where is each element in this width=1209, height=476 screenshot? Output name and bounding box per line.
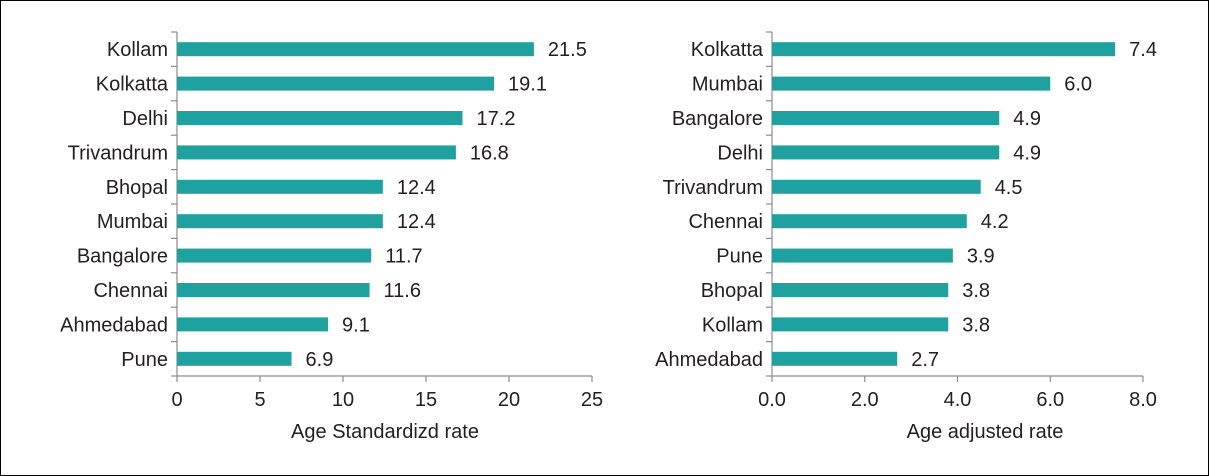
x-tick-label: 6.0 <box>1036 389 1064 411</box>
data-label: 4.9 <box>1013 142 1041 164</box>
data-label: 7.4 <box>1129 39 1157 61</box>
bar <box>772 317 949 332</box>
x-tick-label: 4.0 <box>944 389 972 411</box>
data-label: 3.8 <box>962 280 990 302</box>
bar-chart-2: 0.0 2.0 4.0 6.0 8.0 Kolkatta 7.4 Mumbai 6.0 Banga… <box>655 31 1157 443</box>
bar <box>772 145 1000 160</box>
data-label: 16.8 <box>470 142 509 164</box>
bar <box>772 351 898 366</box>
data-label: 9.1 <box>342 314 370 336</box>
category-label: Kolkatta <box>691 39 764 61</box>
bar <box>177 214 383 229</box>
category-label: Pune <box>716 246 763 268</box>
data-label: 12.4 <box>397 177 436 199</box>
data-label: 12.4 <box>397 211 436 233</box>
bar <box>772 42 1116 57</box>
bar <box>177 42 534 57</box>
category-label: Chennai <box>688 211 763 233</box>
category-label: Trivandrum <box>68 142 168 164</box>
category-label: Ahmedabad <box>60 314 168 336</box>
bar-chart-1: 0 5 10 15 20 25 Kollam 21.5 Kolkatta 19.1 Delhi 17.… <box>60 31 603 443</box>
data-label: 6.0 <box>1064 74 1092 96</box>
category-label: Bhopal <box>106 177 168 199</box>
data-label: 17.2 <box>477 108 516 130</box>
x-tick-label: 25 <box>581 389 603 411</box>
category-label: Bangalore <box>672 108 763 130</box>
x-axis-title: Age adjusted rate <box>907 421 1064 443</box>
bar <box>177 145 456 160</box>
bar <box>177 76 495 91</box>
bar <box>772 283 949 297</box>
data-label: 19.1 <box>508 74 547 96</box>
bar <box>177 317 329 332</box>
data-label: 11.6 <box>384 280 421 302</box>
category-label: Kollam <box>107 39 168 61</box>
x-tick-label: 20 <box>498 389 520 411</box>
x-tick-label: 0 <box>171 389 182 411</box>
category-label: Bangalore <box>77 246 168 268</box>
bar <box>177 248 372 263</box>
bar <box>772 248 953 263</box>
bar <box>772 76 1051 91</box>
category-label: Delhi <box>717 142 763 164</box>
category-label: Mumbai <box>692 74 763 96</box>
bar <box>772 179 981 194</box>
bar <box>177 351 292 366</box>
category-label: Ahmedabad <box>655 349 763 371</box>
x-axis-title: Age Standardizd rate <box>291 421 479 443</box>
data-label: 4.5 <box>995 177 1023 199</box>
x-tick-label: 0.0 <box>758 389 786 411</box>
category-label: Kollam <box>702 314 763 336</box>
data-label: 4.2 <box>981 211 1009 233</box>
bar <box>177 283 370 297</box>
x-tick-label: 5 <box>254 389 265 411</box>
data-label: 3.8 <box>962 314 990 336</box>
bar <box>177 111 463 125</box>
data-label: 6.9 <box>306 349 334 371</box>
category-label: Mumbai <box>97 211 168 233</box>
x-tick-label: 8.0 <box>1129 389 1157 411</box>
bar <box>772 111 1000 125</box>
category-label: Chennai <box>93 280 168 302</box>
bar <box>177 179 383 194</box>
category-label: Delhi <box>122 108 168 130</box>
bar <box>772 214 967 229</box>
x-tick-label: 10 <box>332 389 354 411</box>
x-tick-label: 15 <box>415 389 437 411</box>
data-label: 11.7 <box>385 246 422 268</box>
data-label: 3.9 <box>967 246 995 268</box>
data-label: 4.9 <box>1013 108 1041 130</box>
data-label: 21.5 <box>548 39 587 61</box>
category-label: Bhopal <box>701 280 763 302</box>
x-tick-label: 2.0 <box>851 389 879 411</box>
category-label: Trivandrum <box>663 177 763 199</box>
category-label: Kolkatta <box>96 74 169 96</box>
data-label: 2.7 <box>911 349 939 371</box>
category-label: Pune <box>121 349 168 371</box>
